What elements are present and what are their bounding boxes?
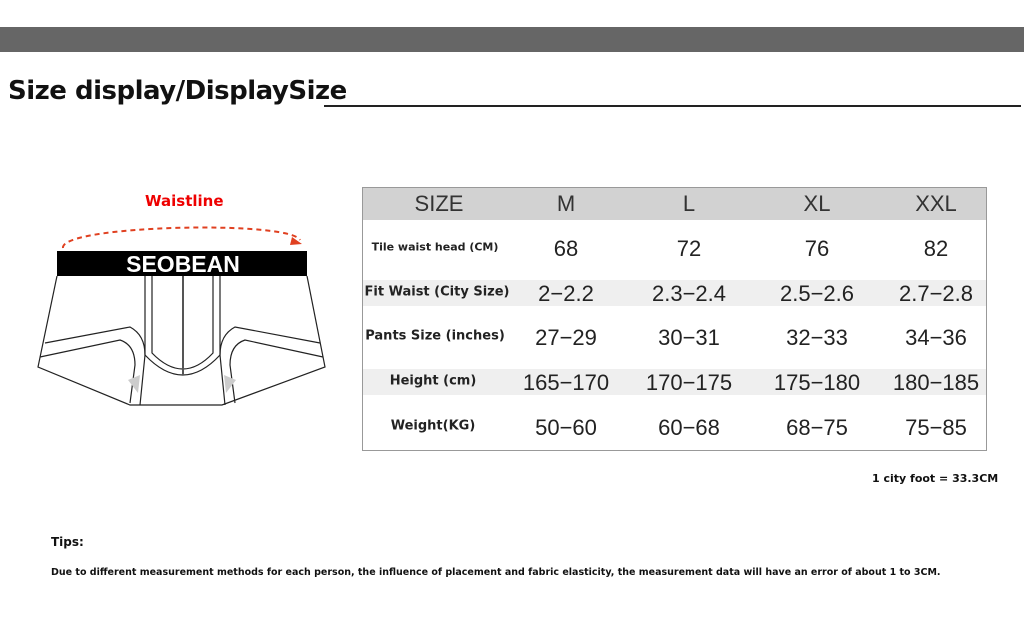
table-cell: 180−185 xyxy=(892,370,980,395)
waistband xyxy=(57,251,307,276)
waistline-arrow-icon xyxy=(61,226,301,249)
table-cell: 2.5−2.6 xyxy=(779,281,855,306)
row-label: Fit Waist (City Size) xyxy=(364,284,510,300)
tips-text: Due to different measurement methods for… xyxy=(51,567,941,578)
table-cell: 2.7−2.8 xyxy=(898,281,974,306)
brand-logo: SEOBEAN xyxy=(126,251,240,277)
page-title: Size display/DisplaySize xyxy=(8,76,347,106)
table-cell: 170−175 xyxy=(645,370,733,395)
table-cell: 34−36 xyxy=(905,325,967,350)
row-stripe xyxy=(363,280,986,306)
table-cell: 68−75 xyxy=(786,415,848,440)
title-underline xyxy=(324,105,1021,107)
table-cell: 76 xyxy=(804,236,830,261)
table-header-row xyxy=(363,188,986,220)
column-header-l: L xyxy=(682,191,696,216)
city-foot-note: 1 city foot = 33.3CM xyxy=(872,472,999,485)
table-cell: 60−68 xyxy=(658,415,720,440)
table-cell: 165−170 xyxy=(522,370,610,395)
table-cell: 2−2.2 xyxy=(538,281,594,306)
table-cell: 32−33 xyxy=(786,325,848,350)
row-label: Height (cm) xyxy=(389,373,477,389)
underwear-diagram: SEOBEAN xyxy=(37,226,326,406)
table-cell: 27−29 xyxy=(535,325,597,350)
column-header-xl: XL xyxy=(803,191,831,216)
table-cell: 30−31 xyxy=(658,325,720,350)
table-cell: 68 xyxy=(553,236,579,261)
table-cell: 50−60 xyxy=(535,415,597,440)
table-cell: 82 xyxy=(923,236,949,261)
row-label: Pants Size (inches) xyxy=(365,328,505,344)
column-header-m: M xyxy=(556,191,576,216)
table-cell: 2.3−2.4 xyxy=(651,281,727,306)
waistline-label: Waistline xyxy=(145,192,224,210)
size-chart-table: SIZE M L XL XXL Tile waist head (CM) 68 … xyxy=(362,187,987,451)
table-cell: 72 xyxy=(676,236,702,261)
tips-label: Tips: xyxy=(51,535,84,549)
row-label: Tile waist head (CM) xyxy=(371,240,499,254)
row-stripe xyxy=(363,369,986,395)
table-cell: 75−85 xyxy=(905,415,967,440)
table-cell: 175−180 xyxy=(773,370,861,395)
column-header-xxl: XXL xyxy=(915,191,957,216)
top-banner-bar xyxy=(0,27,1024,52)
column-header-size: SIZE xyxy=(414,191,464,216)
row-label: Weight(KG) xyxy=(390,418,476,434)
